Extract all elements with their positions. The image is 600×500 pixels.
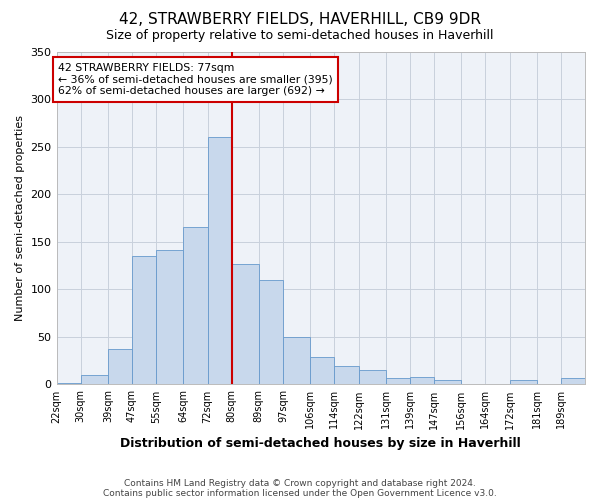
Text: 42, STRAWBERRY FIELDS, HAVERHILL, CB9 9DR: 42, STRAWBERRY FIELDS, HAVERHILL, CB9 9D… <box>119 12 481 28</box>
Bar <box>509 380 536 384</box>
Bar <box>184 228 208 384</box>
Text: Contains HM Land Registry data © Crown copyright and database right 2024.: Contains HM Land Registry data © Crown c… <box>124 478 476 488</box>
Bar <box>56 382 80 384</box>
Bar <box>434 380 461 384</box>
Y-axis label: Number of semi-detached properties: Number of semi-detached properties <box>15 115 25 321</box>
Bar <box>232 264 259 384</box>
Text: Contains public sector information licensed under the Open Government Licence v3: Contains public sector information licen… <box>103 488 497 498</box>
Bar <box>334 366 359 384</box>
Text: Size of property relative to semi-detached houses in Haverhill: Size of property relative to semi-detach… <box>106 29 494 42</box>
Bar <box>410 377 434 384</box>
Bar <box>561 378 585 384</box>
Bar <box>208 137 232 384</box>
Bar <box>259 280 283 384</box>
Bar <box>108 349 132 384</box>
Text: 42 STRAWBERRY FIELDS: 77sqm
← 36% of semi-detached houses are smaller (395)
62% : 42 STRAWBERRY FIELDS: 77sqm ← 36% of sem… <box>58 63 333 96</box>
Bar <box>386 378 410 384</box>
Bar <box>359 370 386 384</box>
Bar <box>80 375 108 384</box>
Bar <box>132 256 156 384</box>
Bar <box>310 357 334 384</box>
Bar <box>156 250 184 384</box>
Bar <box>283 337 310 384</box>
X-axis label: Distribution of semi-detached houses by size in Haverhill: Distribution of semi-detached houses by … <box>121 437 521 450</box>
